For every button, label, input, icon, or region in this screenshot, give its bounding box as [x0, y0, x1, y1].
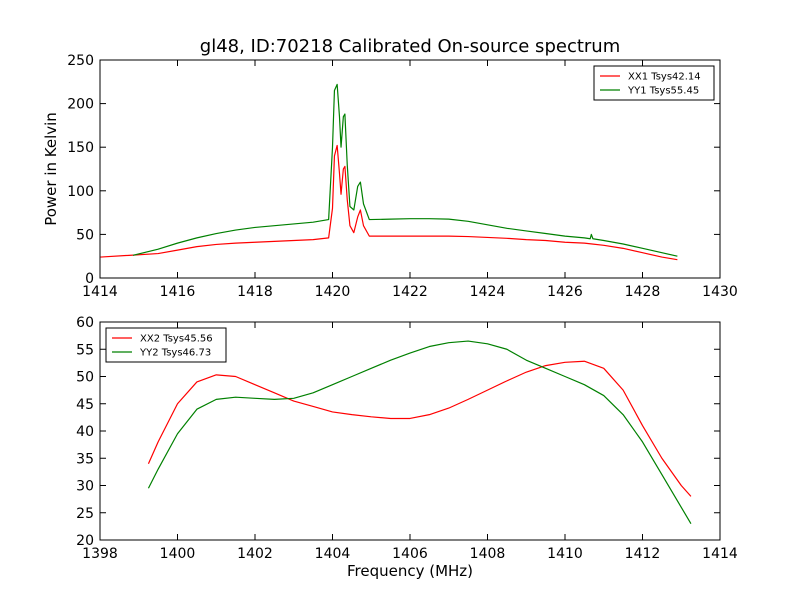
top-series-line-0 — [100, 144, 678, 261]
bottom-x-axis-label: Frequency (MHz) — [347, 562, 473, 580]
bottom-x-tick-label: 1412 — [625, 546, 661, 562]
bottom-x-tick-label: 1398 — [82, 546, 118, 562]
bottom-x-tick-label: 1404 — [315, 546, 351, 562]
bottom-x-tick-label: 1406 — [392, 546, 428, 562]
top-axis-ticks: 1414 1416 1418 1420 1422 1424 1426 1428 1430 0 50 1… — [67, 53, 738, 300]
top-x-tick-label: 1414 — [82, 284, 118, 300]
top-x-tick-label: 1420 — [315, 284, 351, 300]
bottom-y-tick-label: 40 — [76, 424, 94, 440]
bottom-x-tick-label: 1408 — [470, 546, 506, 562]
bottom-x-tick-label: 1400 — [160, 546, 196, 562]
top-x-tick-label: 1424 — [470, 284, 506, 300]
bottom-y-tick-label: 50 — [76, 370, 94, 386]
top-series-lines — [100, 83, 678, 261]
chart-title: gl48, ID:70218 Calibrated On-source spec… — [200, 36, 620, 57]
top-legend-label-1: YY1 Tsys55.45 — [627, 86, 699, 97]
top-series-line-1 — [132, 83, 678, 257]
bottom-legend: XX2 Tsys45.56 YY2 Tsys46.73 — [105, 327, 227, 363]
bottom-legend-box — [105, 327, 227, 363]
bottom-y-tick-label: 45 — [76, 397, 94, 413]
top-plot: 1414 1416 1418 1420 1422 1424 1426 1428 1430 0 50 1… — [42, 53, 738, 300]
top-y-tick-label: 200 — [67, 97, 94, 113]
top-legend-box — [593, 65, 715, 101]
bottom-plot: 1398 1400 1402 1404 1406 1408 1410 1412 1414 20 25… — [76, 315, 738, 580]
top-legend: XX1 Tsys42.14 YY1 Tsys55.45 — [593, 65, 715, 101]
bottom-y-tick-label: 25 — [76, 506, 94, 522]
top-y-tick-label: 150 — [67, 140, 94, 156]
top-y-tick-label: 50 — [76, 227, 94, 243]
top-x-tick-label: 1416 — [160, 284, 196, 300]
bottom-x-tick-label: 1410 — [547, 546, 583, 562]
top-x-tick-label: 1428 — [625, 284, 661, 300]
top-x-tick-label: 1430 — [702, 284, 738, 300]
bottom-y-tick-label: 35 — [76, 451, 94, 467]
bottom-x-tick-label: 1414 — [702, 546, 738, 562]
bottom-axis-ticks: 1398 1400 1402 1404 1406 1408 1410 1412 1414 20 25… — [76, 315, 738, 562]
top-y-tick-label: 250 — [67, 53, 94, 69]
bottom-legend-label-1: YY2 Tsys46.73 — [139, 348, 211, 359]
bottom-legend-label-0: XX2 Tsys45.56 — [140, 334, 213, 345]
top-y-tick-label: 100 — [67, 184, 94, 200]
bottom-series-line-1 — [147, 340, 692, 524]
bottom-y-tick-label: 30 — [76, 479, 94, 495]
bottom-series-line-0 — [147, 360, 692, 497]
top-y-axis-label: Power in Kelvin — [42, 112, 60, 226]
bottom-y-tick-label: 20 — [76, 533, 94, 549]
top-x-tick-label: 1418 — [237, 284, 273, 300]
bottom-y-tick-label: 60 — [76, 315, 94, 331]
bottom-y-tick-label: 55 — [76, 342, 94, 358]
bottom-x-tick-label: 1402 — [237, 546, 273, 562]
top-x-tick-label: 1426 — [547, 284, 583, 300]
top-legend-label-0: XX1 Tsys42.14 — [628, 72, 701, 83]
bottom-series-lines — [147, 340, 692, 524]
top-x-tick-label: 1422 — [392, 284, 428, 300]
top-y-tick-label: 0 — [85, 271, 94, 287]
